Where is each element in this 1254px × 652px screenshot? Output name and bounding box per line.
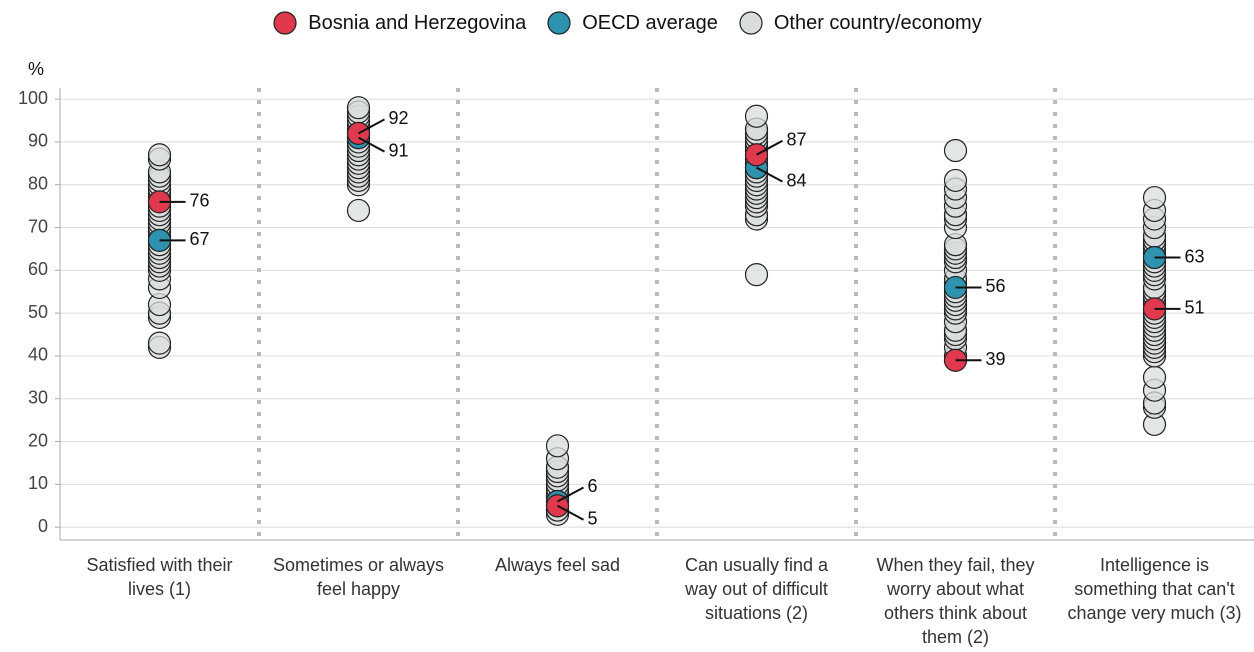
legend-item: Bosnia and Herzegovina (272, 10, 526, 36)
y-tick-label: 30 (28, 388, 48, 408)
y-tick-label: 50 (28, 302, 48, 322)
leader-line (358, 136, 385, 153)
leader-line (358, 118, 385, 135)
data-label: 67 (190, 229, 210, 249)
y-tick-label: 60 (28, 259, 48, 279)
data-label: 39 (986, 349, 1006, 369)
dot (1142, 185, 1167, 210)
dot (943, 138, 968, 163)
leader-line (557, 504, 584, 521)
legend-item: Other country/economy (738, 10, 982, 36)
legend-label: OECD average (582, 11, 718, 34)
legend-label: Other country/economy (773, 11, 982, 34)
legend-item: OECD average (546, 10, 718, 36)
leader-line (557, 486, 584, 503)
data-label: 56 (986, 276, 1006, 296)
leader-line (756, 166, 783, 183)
legend-swatch (273, 11, 297, 35)
leader-line (756, 139, 783, 156)
legend-marker (273, 11, 297, 35)
dot (147, 331, 172, 355)
data-label: 76 (190, 191, 210, 211)
dot (943, 168, 968, 193)
dot (744, 104, 769, 128)
y-tick-label: 20 (28, 430, 48, 450)
x-tick-label: Intelligence is something that can't cha… (1067, 555, 1242, 623)
dot (346, 96, 371, 120)
data-label: 51 (1185, 298, 1205, 318)
data-label: 5 (588, 509, 598, 529)
y-tick-label: 10 (28, 473, 48, 493)
y-tick-label: 80 (28, 173, 48, 193)
data-label: 92 (389, 108, 409, 128)
legend-swatch (739, 11, 763, 35)
y-tick-label: 0 (38, 516, 48, 536)
x-tick-label: Sometimes or always feel happy (272, 555, 445, 599)
y-axis-label: % (28, 59, 44, 79)
legend-label: Bosnia and Herzegovina (308, 11, 527, 34)
y-tick-label: 70 (28, 216, 48, 236)
y-tick-label: 100 (18, 88, 48, 108)
legend-marker (739, 11, 763, 35)
data-label: 87 (787, 130, 807, 150)
dot (1142, 365, 1167, 389)
data-label: 91 (389, 140, 409, 160)
dot (346, 198, 371, 223)
x-tick-label: When they fail, they worry about what ot… (876, 555, 1035, 647)
dot (744, 263, 769, 287)
legend-marker (547, 11, 571, 35)
data-label: 6 (588, 476, 598, 496)
x-tick-label: Always feel sad (494, 555, 621, 575)
dot (545, 434, 570, 458)
x-tick-label: Satisfied with their lives (1) (86, 555, 233, 599)
y-tick-label: 40 (28, 345, 48, 365)
legend-swatch (547, 11, 571, 35)
data-label: 63 (1185, 246, 1205, 266)
dot (147, 143, 172, 167)
y-tick-label: 90 (28, 131, 48, 151)
legend: Bosnia and Herzegovina OECD average Other … (0, 10, 1254, 36)
data-label: 84 (787, 170, 807, 190)
x-tick-label: Can usually find a way out of difficult … (684, 555, 829, 623)
